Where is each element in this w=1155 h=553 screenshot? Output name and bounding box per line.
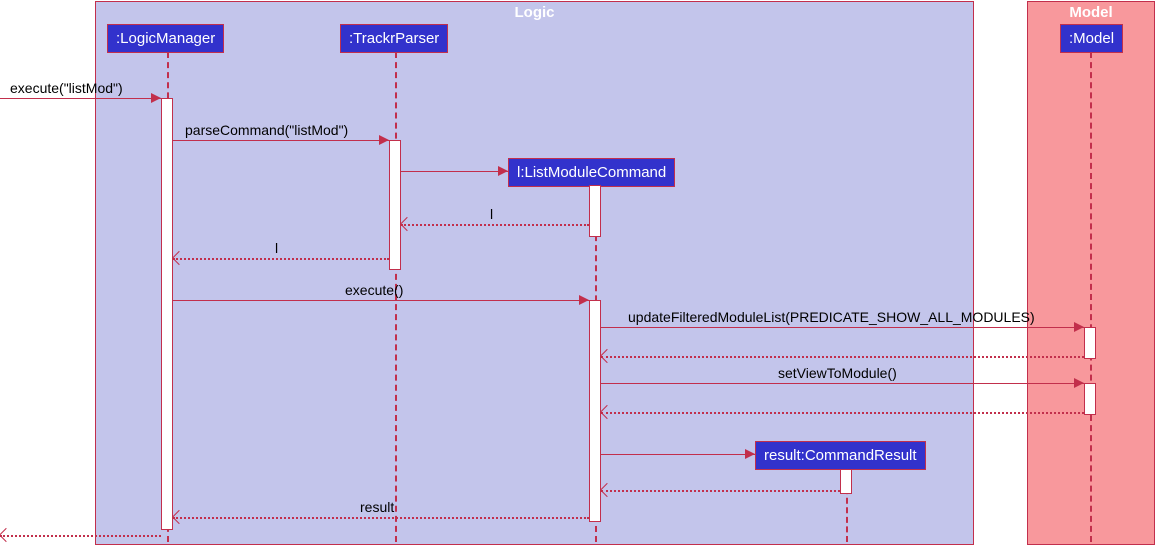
- activation-trackrparser: [389, 140, 401, 270]
- arrow-setview: [601, 383, 1084, 384]
- label-parsecommand: parseCommand("listMod"): [185, 122, 348, 138]
- arrow-return-result: [173, 517, 589, 519]
- label-return-l-1: l: [490, 206, 493, 222]
- arrow-updatefiltered: [601, 327, 1084, 328]
- label-return-l-2: l: [275, 240, 278, 256]
- activation-commandresult: [840, 469, 852, 494]
- participant-logicmanager: :LogicManager: [107, 24, 224, 53]
- participant-trackrparser: :TrackrParser: [340, 24, 448, 53]
- arrowhead-icon: [1074, 322, 1084, 332]
- activation-listmodulecommand-1: [589, 185, 601, 237]
- arrowhead-icon: [745, 449, 755, 459]
- arrowhead-icon: [579, 295, 589, 305]
- arrow-execute-listmod: [0, 98, 161, 99]
- activation-logicmanager: [161, 98, 173, 530]
- arrowhead-icon: [498, 166, 508, 176]
- box-logic-title: Logic: [96, 4, 973, 21]
- arrowhead-icon: [1074, 378, 1084, 388]
- label-setview: setViewToModule(): [778, 365, 897, 381]
- box-model-title: Model: [1028, 4, 1154, 21]
- arrow-return-setview: [601, 412, 1084, 414]
- arrow-return-cr: [601, 490, 840, 492]
- label-execute-listmod: execute("listMod"): [10, 80, 123, 96]
- participant-commandresult: result:CommandResult: [755, 441, 926, 470]
- lifeline-model: [1090, 52, 1092, 542]
- label-execute: execute(): [345, 282, 403, 298]
- arrow-create-result: [601, 454, 755, 455]
- sequence-diagram: Logic Model :LogicManager :TrackrParser …: [0, 0, 1155, 553]
- arrow-return-external: [0, 535, 161, 537]
- activation-model-1: [1084, 327, 1096, 359]
- participant-model: :Model: [1060, 24, 1123, 53]
- activation-model-2: [1084, 383, 1096, 415]
- label-updatefiltered: updateFilteredModuleList(PREDICATE_SHOW_…: [628, 309, 1035, 325]
- label-return-result: result: [360, 499, 394, 515]
- arrow-execute: [173, 300, 589, 301]
- arrow-parsecommand: [173, 140, 389, 141]
- arrow-return-update: [601, 356, 1084, 358]
- arrowhead-icon: [0, 528, 13, 542]
- arrowhead-icon: [151, 93, 161, 103]
- arrow-return-l-1: [401, 224, 589, 226]
- arrow-return-l-2: [173, 258, 389, 260]
- arrow-create-lmc: [401, 171, 508, 172]
- participant-listmodulecommand: l:ListModuleCommand: [508, 158, 675, 187]
- arrowhead-icon: [379, 135, 389, 145]
